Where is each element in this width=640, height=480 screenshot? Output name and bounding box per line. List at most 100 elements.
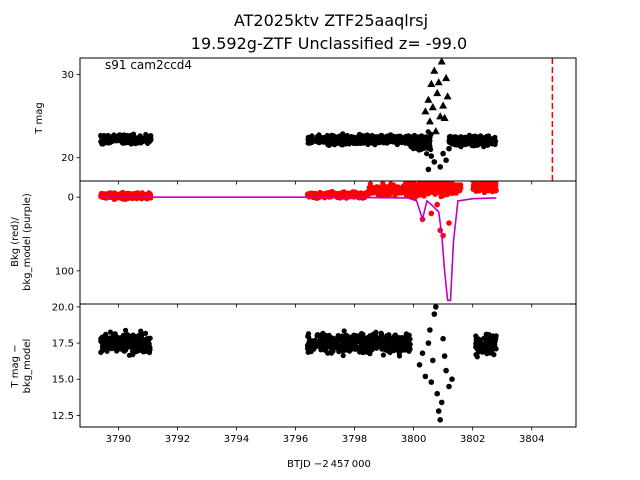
data-point <box>428 153 435 159</box>
data-point <box>305 191 312 197</box>
upper-limit-point <box>443 92 452 100</box>
data-point <box>133 349 139 355</box>
data-point <box>405 335 411 341</box>
plot-area <box>98 58 499 173</box>
data-point <box>385 135 392 141</box>
data-point <box>332 191 338 197</box>
data-point <box>483 184 489 190</box>
data-point <box>490 181 496 186</box>
x-tick-label: 3790 <box>106 434 131 445</box>
data-point <box>367 140 373 146</box>
data-point <box>341 328 347 334</box>
data-point <box>101 191 107 197</box>
data-point <box>440 150 446 157</box>
data-point <box>385 190 391 196</box>
data-point <box>130 131 137 137</box>
data-point <box>351 340 357 346</box>
plot-area <box>98 304 499 423</box>
data-point <box>139 331 145 337</box>
data-point <box>324 191 330 197</box>
data-point <box>440 193 446 199</box>
data-point <box>473 333 479 339</box>
data-point <box>389 336 395 342</box>
data-point <box>347 347 354 353</box>
data-point <box>372 142 378 148</box>
axes-frame <box>79 57 577 182</box>
panel-bottom: 3790 3792 3794 3796 3798 3800 3802 3804 12.5 15.0… <box>52 302 577 445</box>
data-point <box>346 141 352 147</box>
data-point <box>422 373 429 380</box>
data-point <box>486 333 492 339</box>
data-point <box>443 176 448 181</box>
y-axis-label-top: T mag <box>34 102 45 135</box>
title-line-2: 19.592g-ZTF Unclassified z= -99.0 <box>191 34 467 53</box>
data-point <box>438 399 445 406</box>
data-point <box>396 186 402 192</box>
y-tick-label: 15.0 <box>52 375 74 386</box>
data-point <box>113 337 119 344</box>
data-point <box>491 352 497 358</box>
data-point <box>473 133 479 140</box>
x-axis-label: BTJD −2 457 000 <box>287 459 371 470</box>
data-point <box>316 132 322 138</box>
data-point <box>120 189 126 195</box>
upper-limit-point <box>424 95 433 103</box>
data-point <box>392 340 398 346</box>
data-point <box>481 335 487 341</box>
data-point <box>124 342 130 348</box>
data-point <box>407 341 413 347</box>
data-point <box>107 329 113 335</box>
data-point <box>477 337 483 343</box>
data-point <box>356 131 363 137</box>
data-point <box>446 220 452 226</box>
data-point <box>437 164 444 170</box>
data-point <box>479 139 485 145</box>
data-point <box>433 181 439 183</box>
x-tick-label: 3792 <box>165 434 190 445</box>
upper-limit-point <box>428 103 437 111</box>
data-point <box>309 133 315 139</box>
data-point <box>473 341 479 347</box>
data-point <box>320 138 326 144</box>
y-axis-label-line: T mag <box>34 102 45 135</box>
upper-limit-point <box>421 107 430 115</box>
data-point <box>364 335 370 341</box>
data-point <box>396 335 402 341</box>
data-point <box>415 176 420 181</box>
x-tick-label: 3804 <box>519 434 544 445</box>
data-point <box>430 357 436 364</box>
data-point <box>419 133 425 139</box>
upper-limit-point <box>437 58 446 65</box>
data-point <box>137 133 143 139</box>
data-point <box>380 352 386 358</box>
data-point <box>108 190 114 196</box>
data-point <box>333 343 339 349</box>
data-point <box>146 137 152 143</box>
data-point <box>340 352 346 359</box>
data-point <box>433 304 439 310</box>
data-point <box>367 186 373 192</box>
data-point <box>400 341 407 347</box>
y-axis-label-line: T mag − <box>10 344 21 388</box>
data-point <box>448 138 454 144</box>
data-point <box>443 188 449 194</box>
x-tick-label: 3794 <box>224 434 249 445</box>
data-point <box>106 336 112 342</box>
data-point <box>443 367 449 374</box>
data-point <box>333 134 339 140</box>
data-point <box>449 190 455 196</box>
data-point <box>123 347 129 353</box>
data-point <box>370 135 377 141</box>
data-point <box>104 348 110 354</box>
data-point <box>490 185 496 191</box>
data-point <box>441 353 448 359</box>
data-point <box>431 159 438 165</box>
data-point <box>114 135 120 141</box>
data-point <box>360 136 366 142</box>
data-point <box>108 344 115 350</box>
y-tick-label: 20 <box>61 153 74 164</box>
data-point <box>414 142 420 148</box>
upper-limit-point <box>425 117 434 125</box>
upper-limit-point <box>436 112 445 120</box>
